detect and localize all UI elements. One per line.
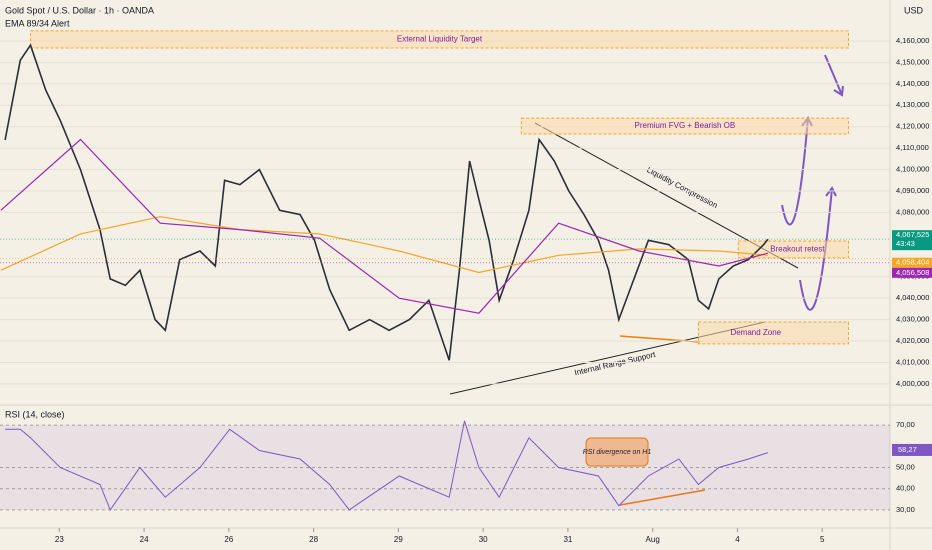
y-tick-label: 40,00	[896, 484, 915, 493]
x-tick-label: 24	[140, 535, 149, 544]
y-tick-label: 50,00	[896, 462, 915, 471]
price-tag	[892, 230, 932, 251]
annotation: RSI divergence on H1	[583, 449, 652, 456]
zone-label: External Liquidity Target	[397, 35, 483, 44]
x-tick-label: 4	[735, 535, 740, 544]
x-tick-label: 5	[820, 535, 825, 544]
zone	[697, 321, 849, 345]
price-tag	[892, 257, 932, 268]
price-tag	[892, 267, 932, 278]
series-line	[0, 216, 768, 274]
projection-arrow	[824, 54, 844, 97]
x-tick-label: 31	[563, 535, 572, 544]
price-tag-label: 4,067,525	[896, 230, 929, 239]
x-tick-label: 28	[309, 535, 318, 544]
y-tick-label: 30,00	[896, 505, 915, 514]
indicator-name: EMA 89/34 Alert	[5, 18, 70, 28]
price-tag-label: 4,056,508	[896, 268, 929, 277]
y-tick-label: 4,130,000	[896, 100, 929, 109]
annotation: Liquidity Compression	[645, 165, 719, 210]
zone-label: Premium FVG + Bearish OB	[635, 121, 736, 130]
zone	[30, 30, 849, 49]
x-tick-label: 23	[55, 535, 64, 544]
zone-label: Demand Zone	[730, 328, 781, 337]
y-tick-label: 4,020,000	[896, 336, 929, 345]
annotation: Internal Range Support	[574, 350, 657, 378]
y-tick-label: 70,00	[896, 420, 915, 429]
currency: USD	[904, 5, 924, 15]
zone-label: Breakout retest	[770, 245, 825, 254]
rsi-divergence-arrow	[619, 489, 706, 506]
rsi-title: RSI (14, close)	[5, 409, 65, 419]
x-tick-label: 29	[394, 535, 403, 544]
zone	[520, 117, 849, 135]
y-tick-label: 4,100,000	[896, 165, 929, 174]
y-tick-label: 4,160,000	[896, 36, 929, 45]
y-tick-label: 4,080,000	[896, 207, 929, 216]
callout-box	[585, 437, 649, 467]
x-tick-label: 30	[479, 535, 488, 544]
x-tick-label: Aug	[646, 535, 660, 544]
rsi-tag-label: 58,27	[898, 445, 917, 454]
y-tick-label: 4,120,000	[896, 122, 929, 131]
y-tick-label: 4,140,000	[896, 79, 929, 88]
y-tick-label: 4,110,000	[896, 143, 929, 152]
series-line	[5, 420, 769, 511]
y-tick-label: 4,010,000	[896, 357, 929, 366]
price-tag-label: 4,058,404	[896, 258, 929, 267]
y-tick-label: 4,090,000	[896, 186, 929, 195]
x-tick-label: 26	[224, 535, 233, 544]
y-tick-label: 4,030,000	[896, 315, 929, 324]
rsi-tag	[892, 443, 932, 456]
series-line	[4, 43, 769, 361]
y-tick-label: 4,000,000	[896, 379, 929, 388]
y-tick-label: 4,150,000	[896, 57, 929, 66]
countdown: 43:43	[896, 239, 915, 248]
symbol-title: Gold Spot / U.S. Dollar · 1h · OANDA	[5, 5, 154, 15]
series-line	[0, 138, 769, 314]
y-tick-label: 4,040,000	[896, 293, 929, 302]
